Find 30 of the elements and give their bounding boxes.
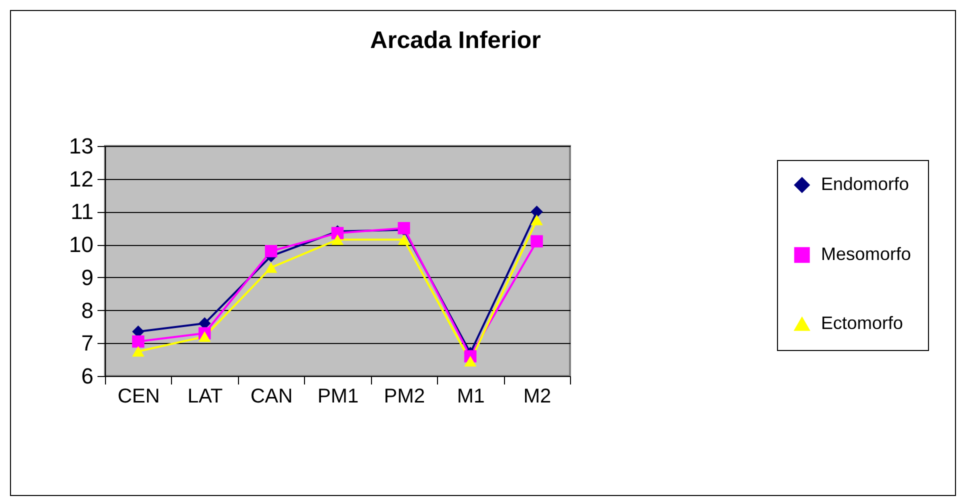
point (331, 234, 344, 245)
chart-title: Arcada Inferior (370, 27, 541, 54)
point (464, 356, 476, 367)
x-tick-label: PM1 (317, 386, 359, 408)
point (398, 234, 410, 245)
legend-label: Ectomorfo (821, 313, 904, 333)
x-tick-label: CEN (118, 386, 160, 408)
y-tick-label: 9 (81, 264, 94, 290)
x-tick-label: M2 (523, 386, 552, 408)
legend-label: Endomorfo (821, 174, 910, 194)
point (264, 245, 278, 258)
y-tick-label: 8 (81, 298, 94, 323)
y-tick-label: 12 (69, 166, 94, 192)
point (264, 262, 278, 273)
point (530, 214, 543, 226)
y-tick-label: 13 (69, 134, 94, 158)
x-tick-label: LAT (188, 386, 223, 408)
y-tick-label: 10 (69, 232, 94, 258)
point (530, 206, 543, 218)
y-tick-label: 6 (81, 364, 94, 388)
point (530, 235, 543, 248)
legend-label: Mesomorfo (821, 244, 912, 264)
x-tick-label: CAN (250, 386, 293, 408)
point (198, 331, 211, 342)
y-tick-label: 7 (81, 330, 94, 356)
x-tick-label: M1 (456, 386, 485, 408)
point (132, 346, 144, 357)
x-tick-label: PM2 (384, 386, 425, 408)
point (132, 335, 144, 348)
y-tick-label: 11 (70, 199, 94, 224)
